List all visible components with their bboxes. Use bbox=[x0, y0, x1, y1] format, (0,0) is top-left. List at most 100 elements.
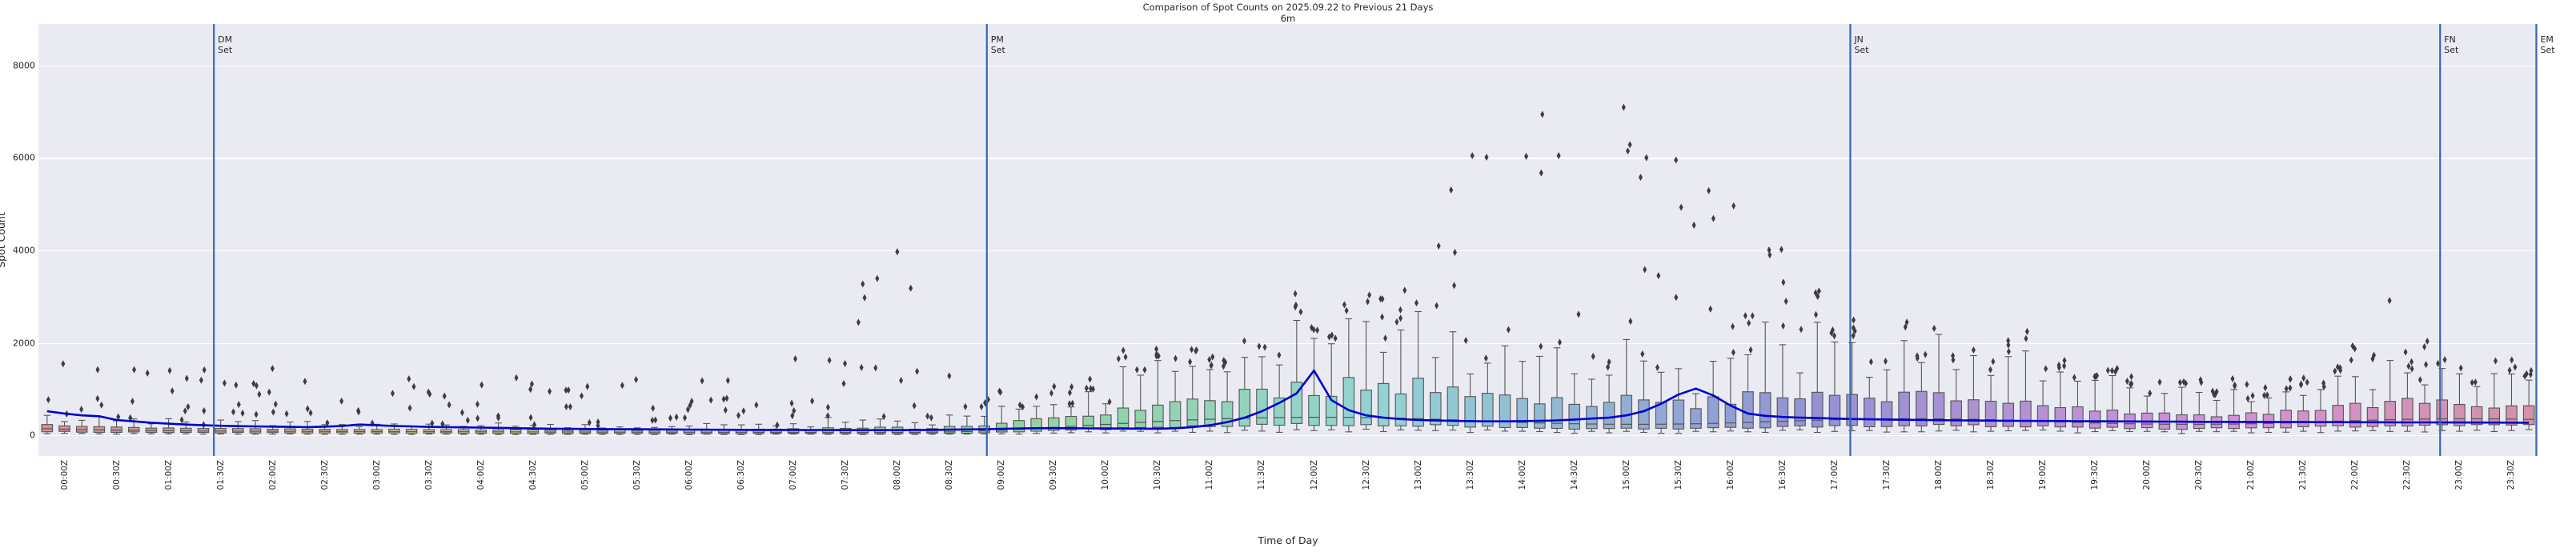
outlier-marker bbox=[668, 414, 672, 422]
outlier-marker bbox=[184, 374, 189, 382]
outlier-marker bbox=[465, 416, 470, 424]
outlier-marker bbox=[145, 369, 150, 377]
outlier-marker bbox=[741, 407, 746, 415]
x-tick-label: 23:30Z bbox=[2506, 460, 2517, 490]
boxplot-box bbox=[2245, 401, 2257, 434]
outlier-marker bbox=[2470, 378, 2474, 386]
x-tick-label: 01:00Z bbox=[163, 460, 174, 490]
outlier-marker bbox=[1484, 153, 1489, 161]
boxplot-box bbox=[614, 426, 626, 435]
boxplot-box bbox=[1742, 354, 1754, 433]
x-axis-label: Time of Day bbox=[1258, 534, 1318, 546]
x-tick-label: 06:00Z bbox=[684, 460, 695, 490]
outlier-marker bbox=[1070, 399, 1075, 407]
outlier-marker bbox=[1257, 342, 1262, 350]
outlier-marker bbox=[793, 354, 798, 362]
boxplot-box bbox=[2349, 376, 2361, 432]
outlier-marker bbox=[179, 416, 184, 424]
outlier-marker bbox=[529, 380, 534, 388]
outlier-marker bbox=[356, 406, 361, 414]
outlier-marker bbox=[1640, 350, 1645, 358]
outlier-marker bbox=[585, 382, 590, 390]
outlier-marker bbox=[895, 248, 900, 256]
outlier-marker bbox=[708, 396, 713, 404]
boxplot-box bbox=[1603, 374, 1615, 434]
outlier-marker bbox=[721, 395, 726, 403]
outlier-marker bbox=[270, 365, 275, 373]
outlier-marker bbox=[1748, 346, 1753, 354]
outlier-marker bbox=[1034, 393, 1039, 401]
outlier-marker bbox=[2387, 297, 2392, 305]
outlier-marker bbox=[1470, 152, 1475, 160]
outlier-marker bbox=[689, 398, 694, 406]
outlier-marker bbox=[736, 411, 741, 419]
outlier-marker bbox=[1436, 242, 1441, 250]
outlier-marker bbox=[1333, 334, 1338, 342]
y-tick-label: 4000 bbox=[13, 245, 35, 256]
outlier-marker bbox=[222, 379, 227, 387]
outlier-marker bbox=[130, 398, 134, 406]
boxplot-box bbox=[2106, 374, 2119, 431]
outlier-marker bbox=[186, 402, 191, 410]
x-tick-label: 09:30Z bbox=[1049, 460, 1059, 490]
boxplot-box bbox=[1672, 368, 1685, 434]
outlier-marker bbox=[925, 412, 930, 420]
chart-title-block: Comparison of Spot Counts on 2025.09.22 … bbox=[0, 2, 2576, 24]
outlier-marker bbox=[1606, 363, 1611, 371]
outlier-marker bbox=[596, 418, 600, 426]
event-label: PM Set bbox=[991, 34, 1005, 55]
boxplot-box bbox=[909, 422, 921, 435]
x-tick-label: 15:30Z bbox=[1673, 460, 1683, 490]
boxplot-box bbox=[1898, 340, 1910, 433]
outlier-marker bbox=[1293, 303, 1298, 311]
outlier-marker bbox=[1380, 313, 1385, 321]
outlier-marker bbox=[861, 280, 865, 288]
boxplot-box bbox=[2418, 384, 2431, 433]
boxplot-box bbox=[75, 419, 88, 434]
outlier-marker bbox=[1643, 266, 1647, 274]
outlier-marker bbox=[2458, 364, 2463, 372]
outlier-marker bbox=[1210, 353, 1215, 361]
outlier-marker bbox=[267, 388, 271, 396]
outlier-marker bbox=[2409, 365, 2414, 373]
boxplot-box bbox=[1256, 356, 1268, 432]
outlier-marker bbox=[1483, 354, 1488, 362]
outlier-marker bbox=[240, 410, 245, 418]
outlier-marker bbox=[1674, 294, 1679, 302]
outlier-marker bbox=[411, 382, 416, 390]
outlier-marker bbox=[1367, 291, 1372, 299]
x-tick-label: 03:00Z bbox=[371, 460, 382, 490]
outlier-marker bbox=[1366, 298, 1370, 306]
boxplot-box bbox=[1568, 373, 1581, 434]
y-tick-label: 6000 bbox=[13, 152, 35, 163]
outlier-marker bbox=[2288, 375, 2293, 383]
outlier-marker bbox=[390, 390, 395, 398]
boxplot-box bbox=[1707, 361, 1719, 433]
outlier-marker bbox=[514, 374, 519, 382]
outlier-marker bbox=[963, 402, 968, 410]
outlier-marker bbox=[447, 401, 451, 409]
boxplot-box bbox=[1776, 344, 1789, 431]
boxplot-box bbox=[1325, 343, 1338, 430]
outlier-marker bbox=[407, 404, 412, 412]
outlier-marker bbox=[95, 366, 100, 374]
outlier-marker bbox=[236, 401, 241, 409]
outlier-marker bbox=[496, 412, 500, 420]
outlier-marker bbox=[1779, 246, 1784, 254]
outlier-marker bbox=[674, 413, 679, 421]
outlier-marker bbox=[862, 294, 867, 302]
outlier-marker bbox=[827, 356, 832, 364]
outlier-marker bbox=[407, 375, 411, 383]
event-label: EM Set bbox=[2540, 34, 2554, 55]
outlier-marker bbox=[1311, 326, 1316, 334]
outlier-marker bbox=[1293, 290, 1298, 298]
outlier-marker bbox=[1868, 358, 1873, 366]
outlier-marker bbox=[1414, 299, 1419, 307]
outlier-marker bbox=[1743, 312, 1747, 320]
boxplot-box bbox=[1932, 334, 1945, 432]
x-axis-tick-labels: 00:00Z 00:30Z 01:00Z 01:30Z 02:00Z 02:30Z 03:0… bbox=[38, 460, 2538, 516]
outlier-marker bbox=[1816, 287, 1821, 295]
outlier-marker bbox=[475, 400, 479, 408]
outlier-marker bbox=[1188, 358, 1193, 366]
